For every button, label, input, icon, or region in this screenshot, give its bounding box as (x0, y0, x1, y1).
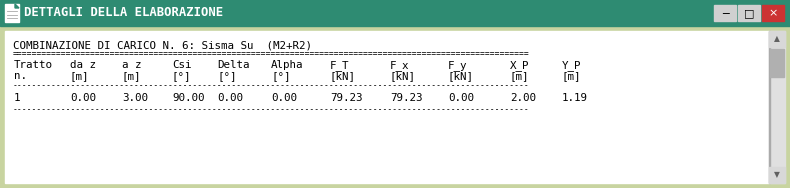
Text: 1.19: 1.19 (562, 93, 588, 103)
Text: 79.23: 79.23 (390, 93, 423, 103)
Bar (769, 31, 785, 47)
Text: 79.23: 79.23 (330, 93, 363, 103)
Bar (769, 31, 770, 183)
Text: 3.00: 3.00 (122, 93, 148, 103)
Text: 2.00: 2.00 (510, 93, 536, 103)
Text: 0.00: 0.00 (70, 93, 96, 103)
Text: [m]: [m] (562, 71, 581, 81)
Polygon shape (15, 4, 19, 8)
Text: [kN]: [kN] (330, 71, 356, 81)
Text: [°]: [°] (271, 71, 291, 81)
Text: a z: a z (122, 61, 141, 70)
Text: 0.00: 0.00 (271, 93, 297, 103)
Text: --------------------------------------------------------------------------------: ----------------------------------------… (13, 105, 530, 114)
Bar (762, 5, 784, 21)
Bar (5, 4, 19, 22)
Text: [m]: [m] (510, 71, 529, 81)
Text: [m]: [m] (70, 71, 89, 81)
Text: da z: da z (70, 61, 96, 70)
Bar (769, 31, 785, 183)
Text: 1: 1 (14, 93, 21, 103)
Text: [m]: [m] (122, 71, 141, 81)
Text: 0.00: 0.00 (217, 93, 243, 103)
Text: ─: ─ (721, 8, 728, 18)
Bar (770, 49, 784, 77)
Text: ▼: ▼ (774, 171, 780, 180)
Text: COMBINAZIONE DI CARICO N. 6: Sisma Su  (M2+R2): COMBINAZIONE DI CARICO N. 6: Sisma Su (M… (13, 40, 312, 50)
Text: F_y: F_y (448, 60, 468, 71)
Text: □: □ (743, 8, 754, 18)
Text: Y_P: Y_P (562, 60, 581, 71)
Text: [kN]: [kN] (448, 71, 474, 81)
Bar (769, 167, 785, 183)
Text: F_x: F_x (390, 60, 409, 71)
Text: ×: × (769, 8, 777, 18)
Text: [°]: [°] (217, 71, 236, 81)
Text: ================================================================================: ========================================… (13, 49, 530, 58)
Text: DETTAGLI DELLA ELABORAZIONE: DETTAGLI DELLA ELABORAZIONE (24, 7, 223, 20)
Text: --------------------------------------------------------------------------------: ----------------------------------------… (13, 81, 530, 90)
Text: n.: n. (14, 71, 27, 81)
Text: Alpha: Alpha (271, 61, 303, 70)
Text: [°]: [°] (172, 71, 191, 81)
Text: Csi: Csi (172, 61, 191, 70)
Text: F_T: F_T (330, 60, 349, 71)
Text: Delta: Delta (217, 61, 250, 70)
Text: 90.00: 90.00 (172, 93, 205, 103)
Text: X_P: X_P (510, 60, 529, 71)
Text: [kN]: [kN] (390, 71, 416, 81)
Text: 0.00: 0.00 (448, 93, 474, 103)
Bar (738, 5, 760, 21)
Text: ▲: ▲ (774, 35, 780, 43)
Bar (714, 5, 736, 21)
Bar (0, 0, 790, 26)
Text: Tratto: Tratto (14, 61, 53, 70)
Bar (5, 31, 769, 183)
